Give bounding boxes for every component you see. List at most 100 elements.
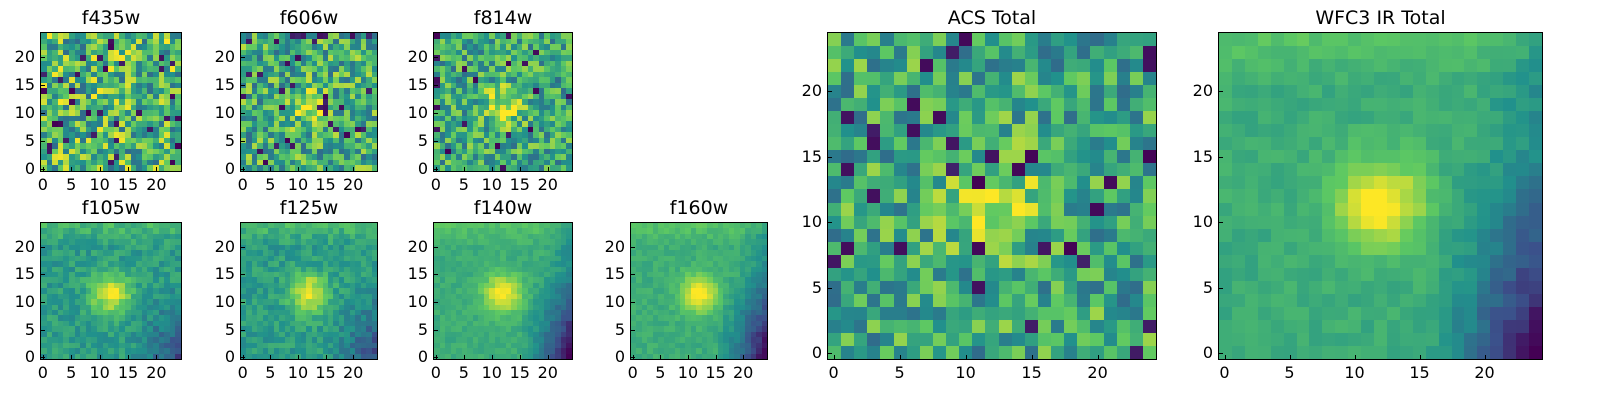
x-tick-mark xyxy=(463,167,465,171)
x-tick-label: 5 xyxy=(66,175,77,194)
x-tick-mark xyxy=(435,167,437,171)
y-tick-label: 15 xyxy=(407,264,428,284)
y-tick-mark xyxy=(241,246,245,248)
y-tick-mark xyxy=(1219,156,1223,158)
y-tick-label: 20 xyxy=(14,236,35,256)
x-tick-label: 15 xyxy=(509,363,530,382)
y-tick-mark xyxy=(1219,353,1223,355)
y-tick-mark xyxy=(631,357,635,359)
y-tick-label: 20 xyxy=(14,47,35,67)
x-tick-label: 10 xyxy=(287,363,309,382)
x-tick-mark xyxy=(491,167,493,171)
x-tick-mark xyxy=(325,167,327,171)
x-tick-label: 20 xyxy=(146,363,167,382)
x-tick-mark xyxy=(1097,355,1099,359)
y-tick-mark xyxy=(241,169,245,171)
y-tick-label: 0 xyxy=(1202,343,1213,363)
x-tick-mark xyxy=(899,355,901,359)
image-frame xyxy=(40,32,182,172)
y-tick-label: 0 xyxy=(417,347,428,367)
y-tick-mark xyxy=(828,353,832,355)
y-tick-label: 5 xyxy=(1202,277,1213,297)
image-frame xyxy=(240,222,378,360)
pixel-grid xyxy=(631,223,767,359)
x-tick-mark xyxy=(743,355,745,359)
x-tick-label: 20 xyxy=(342,175,364,194)
y-tick-label: 0 xyxy=(614,347,625,367)
y-tick-label: 20 xyxy=(801,81,822,101)
y-tick-label: 10 xyxy=(604,292,625,312)
y-tick-label: 15 xyxy=(14,264,35,284)
pixel-grid xyxy=(241,33,377,171)
x-tick-mark xyxy=(463,355,465,359)
y-tick-label: 20 xyxy=(214,236,235,256)
x-tick-label: 15 xyxy=(1021,363,1042,382)
x-tick-mark xyxy=(547,167,549,171)
y-tick-mark xyxy=(41,169,45,171)
x-tick-mark xyxy=(687,355,689,359)
x-tick-mark xyxy=(1031,355,1033,359)
x-tick-mark xyxy=(270,167,272,171)
x-tick-mark xyxy=(297,355,299,359)
y-tick-mark xyxy=(241,302,245,304)
y-tick-mark xyxy=(41,57,45,59)
x-tick-label: 15 xyxy=(705,363,726,382)
x-tick-label: 0 xyxy=(237,363,248,382)
x-tick-mark xyxy=(1484,355,1486,359)
x-tick-mark xyxy=(156,167,158,171)
panel-title: f140w xyxy=(473,197,533,219)
x-tick-label: 0 xyxy=(828,363,839,382)
x-tick-label: 5 xyxy=(265,363,276,382)
x-tick-label: 10 xyxy=(1344,363,1365,382)
x-tick-label: 20 xyxy=(1087,363,1108,382)
y-tick-label: 10 xyxy=(14,103,35,123)
y-tick-label: 5 xyxy=(224,131,235,151)
x-tick-mark xyxy=(547,355,549,359)
y-tick-label: 15 xyxy=(801,146,822,166)
y-tick-mark xyxy=(828,156,832,158)
panel-title: f814w xyxy=(473,7,533,29)
x-tick-label: 0 xyxy=(430,175,441,194)
x-tick-mark xyxy=(71,167,73,171)
y-tick-mark xyxy=(434,246,438,248)
x-tick-mark xyxy=(128,355,130,359)
y-tick-mark xyxy=(434,113,438,115)
y-tick-mark xyxy=(241,85,245,87)
y-tick-mark xyxy=(241,274,245,276)
pixel-grid xyxy=(434,223,572,359)
pixel-grid xyxy=(1219,33,1542,359)
x-tick-label: 5 xyxy=(655,363,666,382)
image-frame xyxy=(40,222,182,360)
panel-title: f125w xyxy=(279,197,339,219)
x-tick-mark xyxy=(1354,355,1356,359)
x-tick-label: 20 xyxy=(146,175,167,194)
y-tick-mark xyxy=(434,302,438,304)
y-tick-label: 10 xyxy=(801,212,822,232)
y-tick-mark xyxy=(241,357,245,359)
y-tick-mark xyxy=(41,302,45,304)
y-tick-label: 20 xyxy=(214,47,235,67)
panel-title: f606w xyxy=(279,7,339,29)
panel-title: f105w xyxy=(81,197,141,219)
x-tick-label: 15 xyxy=(315,175,336,194)
x-tick-mark xyxy=(1289,355,1291,359)
y-tick-mark xyxy=(631,274,635,276)
y-tick-label: 15 xyxy=(407,75,428,95)
x-tick-label: 20 xyxy=(537,363,558,382)
x-tick-label: 15 xyxy=(315,363,336,382)
x-tick-label: 10 xyxy=(481,363,502,382)
y-tick-label: 10 xyxy=(214,103,235,123)
y-tick-mark xyxy=(41,357,45,359)
y-tick-label: 0 xyxy=(224,347,235,367)
image-frame xyxy=(433,222,573,360)
x-tick-label: 15 xyxy=(509,175,530,194)
x-tick-mark xyxy=(519,167,521,171)
x-tick-label: 10 xyxy=(89,175,110,194)
y-tick-mark xyxy=(631,246,635,248)
x-tick-mark xyxy=(353,355,355,359)
y-tick-label: 5 xyxy=(614,319,625,339)
x-tick-label: 10 xyxy=(677,363,699,382)
x-tick-mark xyxy=(297,167,299,171)
y-tick-label: 15 xyxy=(1192,146,1213,166)
x-tick-label: 20 xyxy=(342,363,364,382)
